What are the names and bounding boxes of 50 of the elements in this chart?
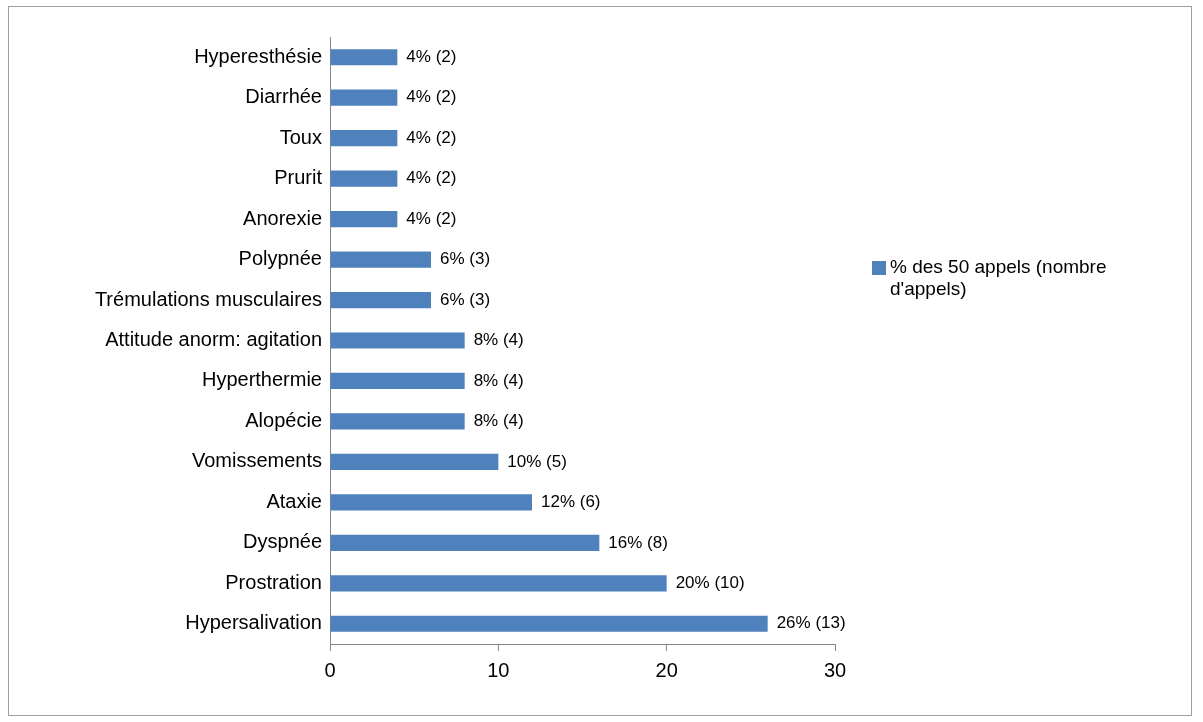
bar: [330, 615, 768, 632]
y-tick-label: Anorexie: [243, 206, 322, 229]
data-label: 6% (3): [440, 249, 491, 269]
data-label: 8% (4): [473, 411, 524, 431]
bar: [330, 89, 398, 106]
bar: [330, 332, 465, 349]
bar: [330, 170, 398, 187]
data-label: 4% (2): [406, 127, 457, 147]
data-label: 4% (2): [406, 208, 457, 228]
y-tick-label: Attitude anorm: agitation: [105, 328, 322, 351]
bar: [330, 49, 398, 66]
x-tick-label: 20: [655, 658, 678, 681]
bar: [330, 534, 600, 551]
data-label: 6% (3): [440, 289, 491, 309]
data-label: 10% (5): [507, 451, 567, 471]
bar: [330, 453, 499, 470]
bar: [330, 130, 398, 147]
data-label: 26% (13): [776, 613, 846, 633]
y-tick-label: Diarrhée: [245, 85, 322, 108]
bar: [330, 575, 667, 592]
y-tick-label: Vomissements: [191, 449, 322, 472]
y-tick-label: Toux: [279, 125, 322, 148]
x-tick-label: 30: [823, 658, 847, 681]
y-tick-label: Dyspnée: [243, 530, 322, 553]
data-label: 16% (8): [608, 532, 668, 552]
data-label: 4% (2): [406, 87, 457, 107]
data-label: 4% (2): [406, 168, 457, 188]
y-tick-label: Hypersalivation: [185, 611, 322, 634]
y-tick-label: Polypnée: [238, 247, 322, 270]
y-tick-label: Hyperthermie: [201, 368, 322, 391]
y-tick-label: Ataxie: [266, 489, 322, 512]
x-tick-label: 10: [487, 658, 510, 681]
data-label: 4% (2): [406, 46, 457, 66]
y-tick-label: Prurit: [274, 166, 323, 189]
data-label: 20% (10): [675, 572, 745, 592]
y-tick-label: Trémulations musculaires: [94, 287, 322, 310]
legend-label: % des 50 appels (nombre d'appels): [890, 256, 1108, 300]
y-tick-label: Hyperesthésie: [194, 44, 322, 67]
bar: [330, 211, 398, 228]
bar: [330, 494, 532, 511]
y-tick-label: Prostration: [225, 570, 322, 593]
data-label: 12% (6): [541, 492, 601, 512]
bar: [330, 413, 465, 430]
data-label: 8% (4): [473, 330, 524, 350]
data-label: 8% (4): [473, 370, 524, 390]
bar: [330, 372, 465, 390]
bar: [330, 251, 431, 268]
bar: [330, 291, 431, 309]
y-tick-label: Alopécie: [245, 408, 322, 431]
x-tick-label: 0: [324, 658, 336, 681]
